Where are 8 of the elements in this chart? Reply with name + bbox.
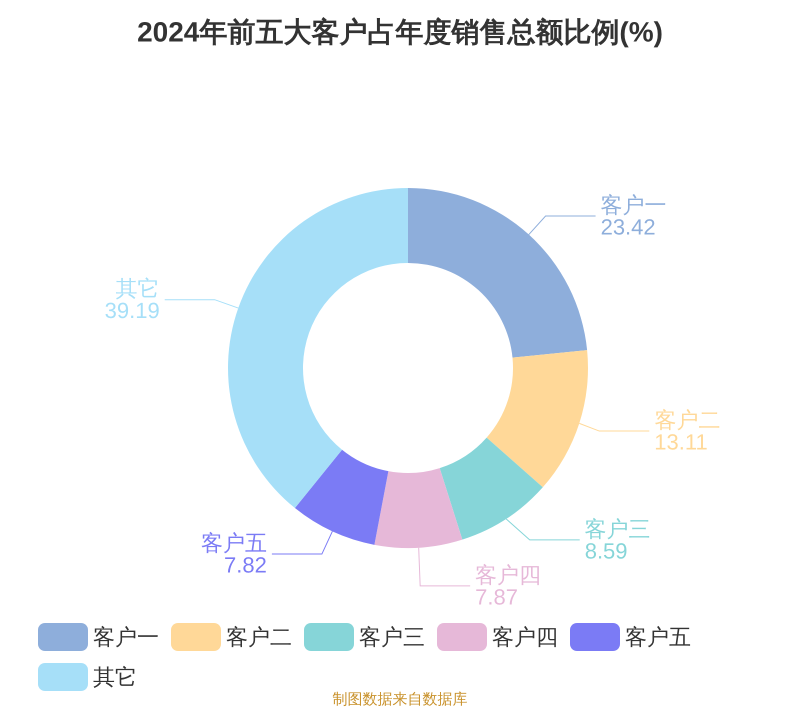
text: 制图数据来自数据库 [332,691,468,708]
legend-label: 客户五 [625,624,691,650]
legend-label: 其它 [93,664,137,690]
legend-label: 客户三 [359,624,425,650]
legend-label: 客户四 [492,624,558,650]
chart-title: 2024年前五大客户占年度销售总额比例(%) [137,16,663,48]
legend-label: 客户二 [226,624,292,650]
legend-label: 客户一 [93,624,159,650]
